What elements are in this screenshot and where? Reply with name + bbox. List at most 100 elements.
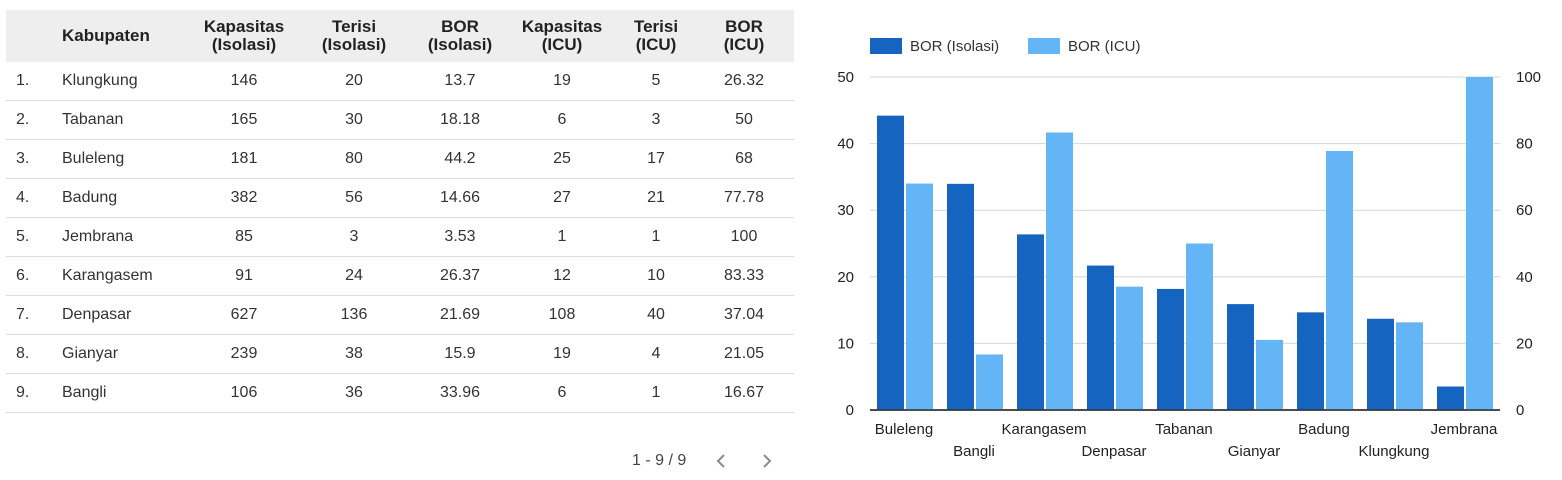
header-bor-icu[interactable]: BOR (ICU) — [723, 17, 765, 54]
terisi-isolasi-cell: 56 — [294, 178, 414, 218]
legend-swatch — [870, 38, 902, 54]
bor-isolasi-cell: 44.2 — [414, 139, 506, 179]
bor-isolasi-cell: 14.66 — [414, 178, 506, 218]
bor-icu-cell: 50 — [694, 100, 794, 140]
terisi-isolasi-cell: 20 — [294, 62, 414, 101]
kapasitas-icu-cell: 19 — [506, 334, 618, 374]
kapasitas-isolasi-cell: 165 — [194, 100, 294, 140]
bar-bor-icu[interactable] — [1256, 339, 1283, 410]
table-row[interactable]: 8. Gianyar 239 38 15.9 19 4 21.05 — [6, 334, 794, 374]
terisi-icu-cell: 1 — [618, 217, 694, 257]
table-row[interactable]: 1. Klungkung 146 20 13.7 19 5 26.32 — [6, 62, 794, 101]
kapasitas-isolasi-cell: 146 — [194, 62, 294, 101]
bor-icu-cell: 100 — [694, 217, 794, 257]
terisi-icu-cell: 21 — [618, 178, 694, 218]
bar-bor-isolasi[interactable] — [947, 183, 974, 410]
data-table-panel: Kabupaten Kapasitas (Isolasi) Terisi (Isol… — [6, 10, 794, 413]
table-row[interactable]: 7. Denpasar 627 136 21.69 108 40 37.04 — [6, 295, 794, 335]
bar-bor-icu[interactable] — [1326, 150, 1353, 410]
y-right-tick-label: 60 — [1516, 202, 1533, 219]
bar-bor-isolasi[interactable] — [1017, 234, 1044, 410]
terisi-icu-cell: 40 — [618, 295, 694, 335]
kapasitas-icu-cell: 12 — [506, 256, 618, 296]
kapasitas-icu-cell: 25 — [506, 139, 618, 179]
terisi-isolasi-cell: 38 — [294, 334, 414, 374]
bar-bor-isolasi[interactable] — [1227, 304, 1254, 410]
bor-icu-cell: 77.78 — [694, 178, 794, 218]
x-category-label: Denpasar — [1081, 443, 1146, 460]
row-index: 2. — [6, 100, 54, 140]
kabupaten-cell: Jembrana — [54, 217, 194, 257]
bor-icu-cell: 83.33 — [694, 256, 794, 296]
row-index: 6. — [6, 256, 54, 296]
next-page-button[interactable] — [756, 450, 778, 472]
header-index[interactable] — [6, 10, 54, 62]
kabupaten-cell: Badung — [54, 178, 194, 218]
bor-icu-cell: 37.04 — [694, 295, 794, 335]
header-bor-isolasi[interactable]: BOR (Isolasi) — [427, 17, 493, 54]
bor-table: Kabupaten Kapasitas (Isolasi) Terisi (Isol… — [6, 10, 794, 413]
terisi-isolasi-cell: 3 — [294, 217, 414, 257]
header-terisi-icu[interactable]: Terisi (ICU) — [633, 17, 679, 54]
bar-bor-isolasi[interactable] — [1437, 386, 1464, 410]
header-terisi-isolasi[interactable]: Terisi (Isolasi) — [321, 17, 387, 54]
bor-bar-chart: 0 10 20 30 40 50 0 20 40 60 80 100 Buleleng Bangli Kar… — [837, 38, 1541, 460]
table-row[interactable]: 6. Karangasem 91 24 26.37 12 10 83.33 — [6, 256, 794, 296]
kapasitas-icu-cell: 19 — [506, 62, 618, 101]
kabupaten-cell: Karangasem — [54, 256, 194, 296]
bar-bor-icu[interactable] — [976, 354, 1003, 410]
x-category-label: Tabanan — [1155, 421, 1213, 438]
header-kapasitas-icu[interactable]: Kapasitas (ICU) — [521, 17, 603, 54]
kabupaten-cell: Klungkung — [54, 62, 194, 101]
legend-label[interactable]: BOR (ICU) — [1068, 38, 1141, 55]
row-index: 7. — [6, 295, 54, 335]
y-left-tick-label: 40 — [837, 136, 854, 153]
bar-bor-icu[interactable] — [1396, 322, 1423, 410]
table-row[interactable]: 3. Buleleng 181 80 44.2 25 17 68 — [6, 139, 794, 179]
terisi-icu-cell: 10 — [618, 256, 694, 296]
table-row[interactable]: 2. Tabanan 165 30 18.18 6 3 50 — [6, 100, 794, 140]
bor-isolasi-cell: 15.9 — [414, 334, 506, 374]
bar-bor-icu[interactable] — [1046, 132, 1073, 410]
legend-swatch — [1028, 38, 1060, 54]
kapasitas-isolasi-cell: 627 — [194, 295, 294, 335]
y-right-tick-label: 20 — [1516, 335, 1533, 352]
y-right-tick-label: 40 — [1516, 269, 1533, 286]
header-kapasitas-isolasi[interactable]: Kapasitas (Isolasi) — [203, 17, 285, 54]
bar-bor-isolasi[interactable] — [1297, 312, 1324, 410]
x-category-label: Klungkung — [1359, 443, 1430, 460]
table-row[interactable]: 5. Jembrana 85 3 3.53 1 1 100 — [6, 217, 794, 257]
bar-bor-isolasi[interactable] — [1157, 288, 1184, 410]
y-right-tick-label: 0 — [1516, 402, 1524, 419]
row-index: 3. — [6, 139, 54, 179]
chevron-right-icon — [763, 454, 772, 468]
bar-bor-isolasi[interactable] — [1367, 318, 1394, 410]
bor-isolasi-cell: 18.18 — [414, 100, 506, 140]
terisi-icu-cell: 17 — [618, 139, 694, 179]
bor-icu-cell: 16.67 — [694, 373, 794, 413]
y-left-tick-label: 10 — [837, 335, 854, 352]
bar-bor-isolasi[interactable] — [1087, 265, 1114, 410]
header-kabupaten[interactable]: Kabupaten — [62, 26, 150, 45]
kapasitas-isolasi-cell: 181 — [194, 139, 294, 179]
kapasitas-icu-cell: 6 — [506, 100, 618, 140]
bar-bor-isolasi[interactable] — [877, 115, 904, 411]
x-category-label: Badung — [1298, 421, 1350, 438]
kabupaten-cell: Tabanan — [54, 100, 194, 140]
kapasitas-isolasi-cell: 239 — [194, 334, 294, 374]
terisi-icu-cell: 4 — [618, 334, 694, 374]
bar-bor-icu[interactable] — [1186, 243, 1213, 411]
table-row[interactable]: 9. Bangli 106 36 33.96 6 1 16.67 — [6, 373, 794, 413]
table-body: 1. Klungkung 146 20 13.7 19 5 26.32 2. Tabanan 165… — [6, 62, 794, 413]
prev-page-button[interactable] — [710, 450, 732, 472]
table-row[interactable]: 4. Badung 382 56 14.66 27 21 77.78 — [6, 178, 794, 218]
x-category-label: Karangasem — [1001, 421, 1086, 438]
chevron-left-icon — [716, 454, 725, 468]
legend-label[interactable]: BOR (Isolasi) — [910, 38, 999, 55]
bar-bor-icu[interactable] — [1466, 77, 1493, 410]
bor-icu-cell: 68 — [694, 139, 794, 179]
terisi-isolasi-cell: 80 — [294, 139, 414, 179]
bar-bor-icu[interactable] — [906, 183, 933, 410]
bar-bor-icu[interactable] — [1116, 286, 1143, 410]
kapasitas-isolasi-cell: 91 — [194, 256, 294, 296]
